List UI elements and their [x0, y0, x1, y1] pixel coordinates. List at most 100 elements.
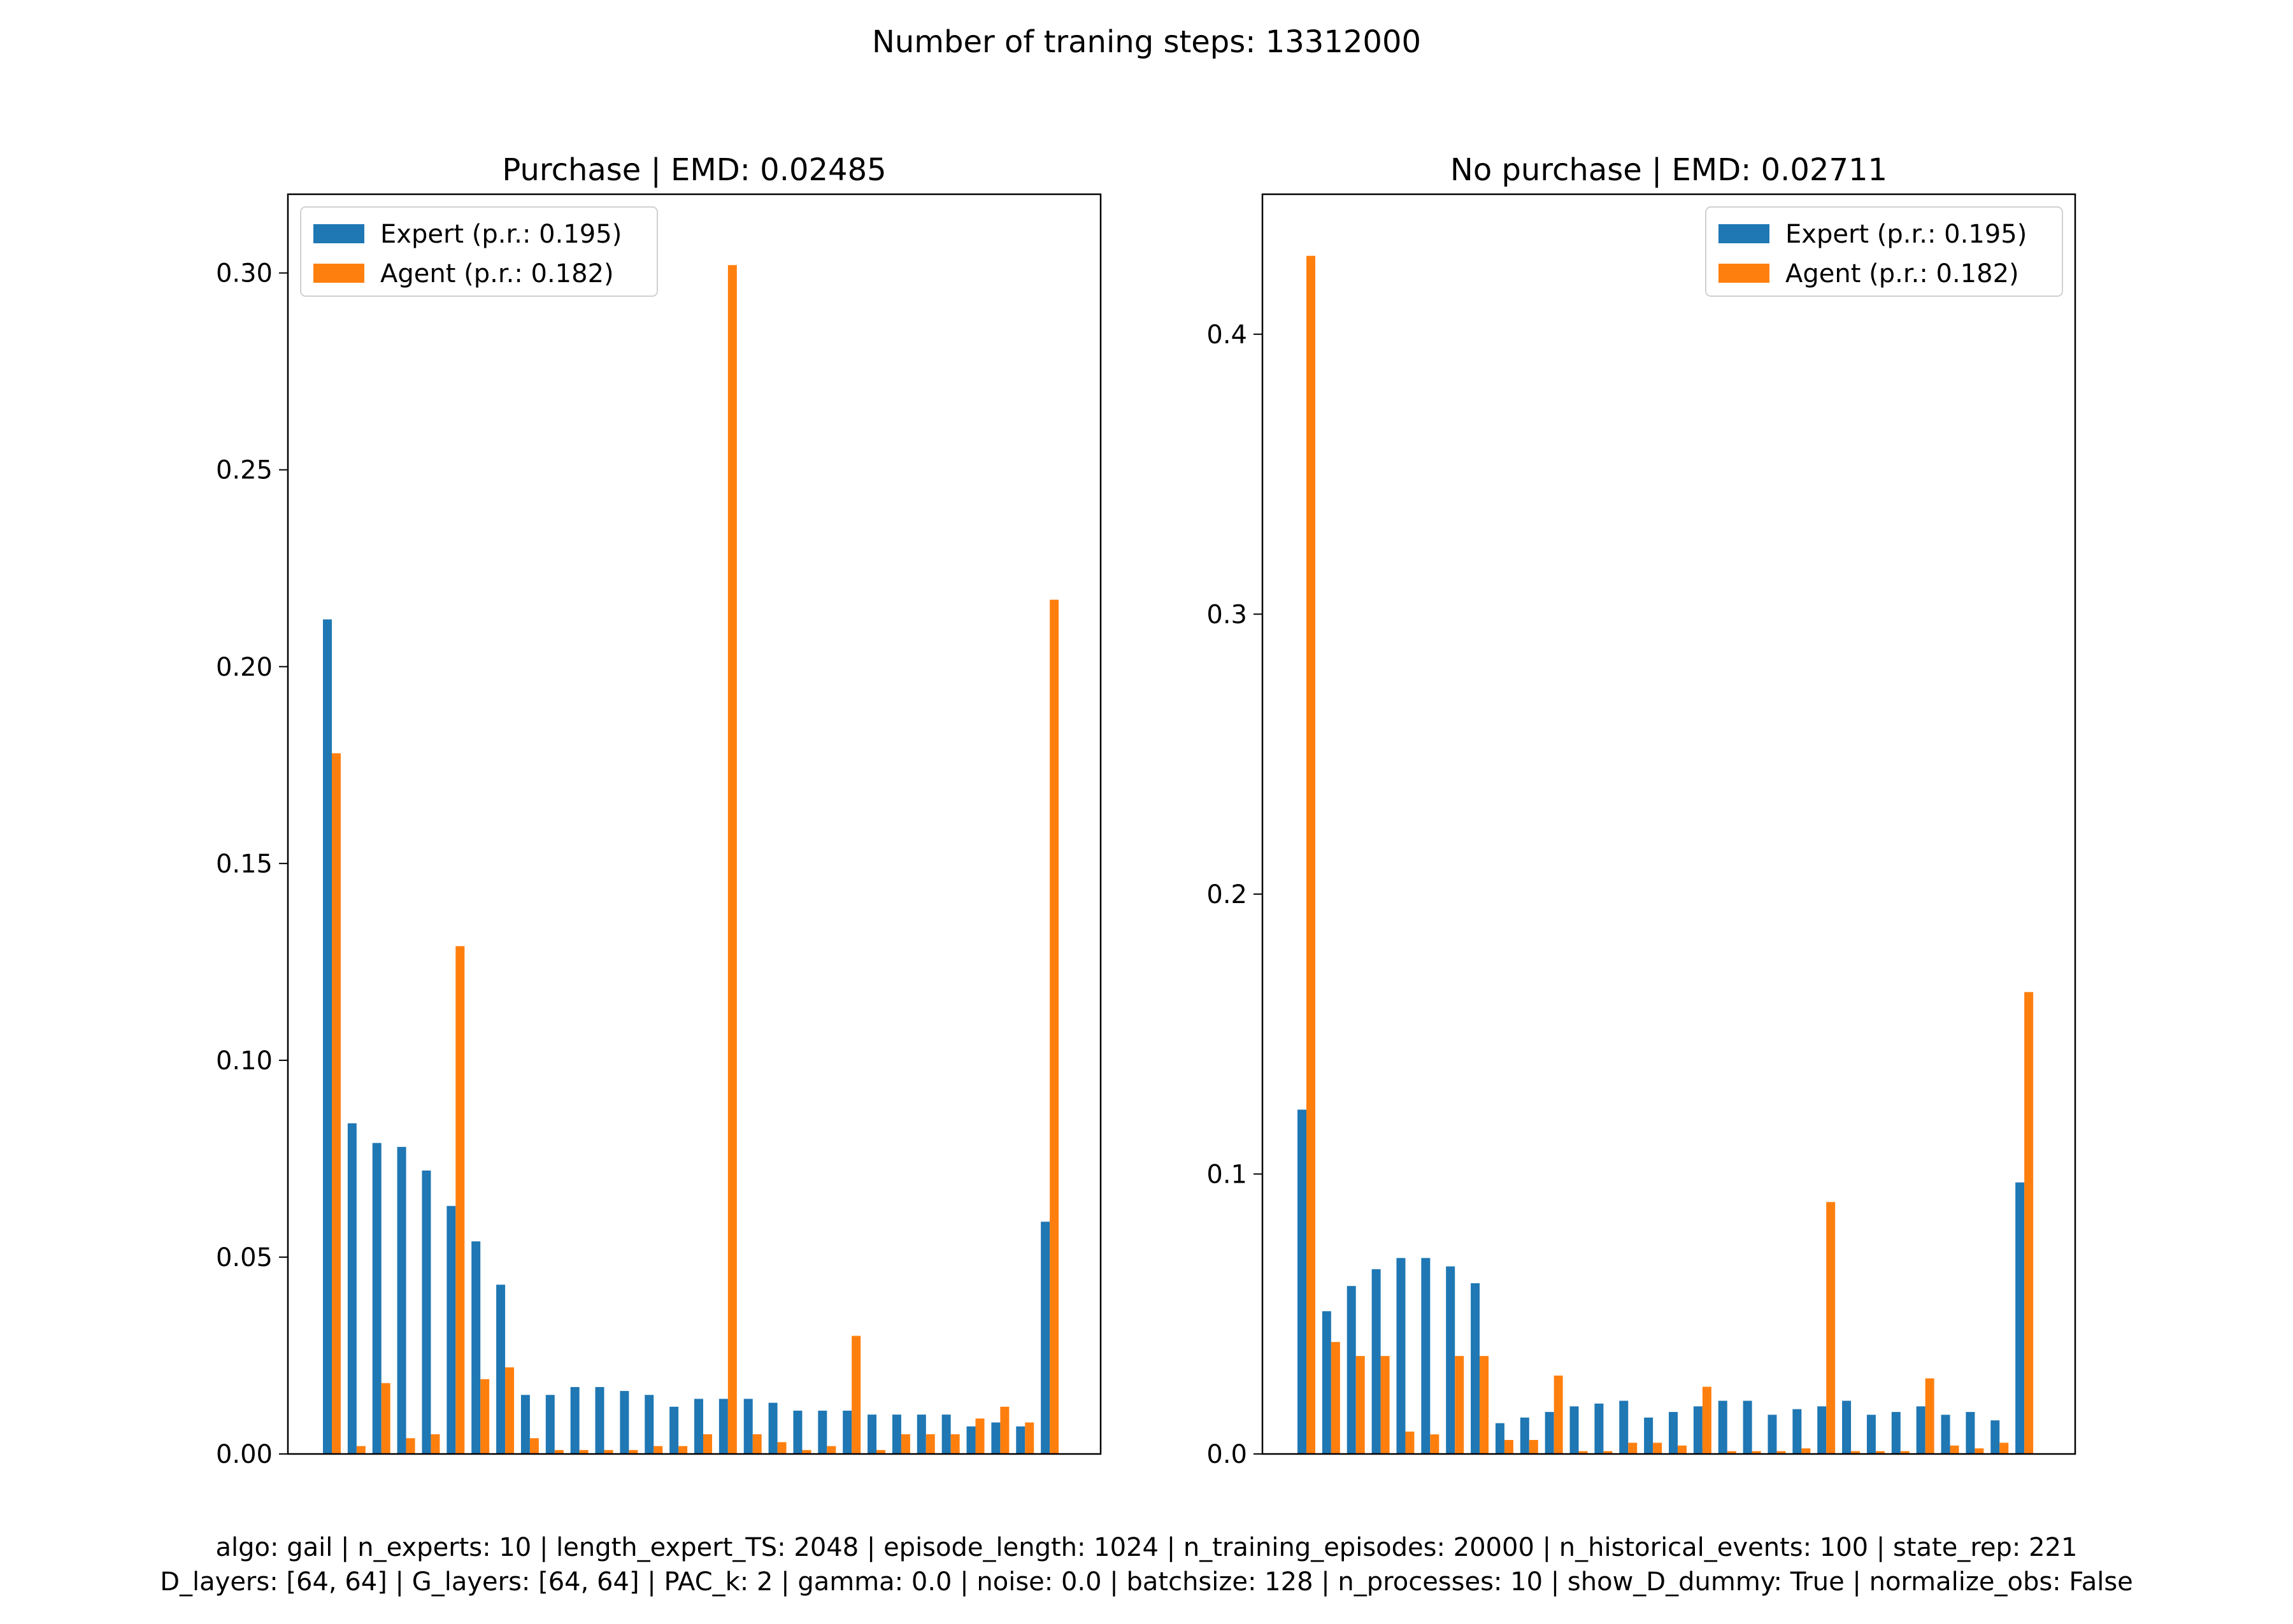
agent-bar — [1851, 1451, 1861, 1454]
y-tick-label: 0.25 — [216, 456, 273, 485]
expert-bar — [620, 1391, 629, 1454]
expert-bar — [471, 1241, 481, 1454]
expert-bar — [1619, 1400, 1629, 1454]
agent-bar — [431, 1434, 440, 1454]
expert-bar — [1594, 1403, 1604, 1454]
agent-bar — [1000, 1406, 1010, 1454]
no-purchase-chart-panel: No purchase | EMD: 0.02711 0.0 0.1 0.2 0.3 0.… — [1206, 152, 2076, 1469]
expert-bar — [1990, 1420, 2000, 1454]
y-tick-label: 0.0 — [1206, 1440, 1247, 1469]
agent-bar — [406, 1438, 415, 1454]
agent-bar — [678, 1446, 688, 1454]
expert-bar — [1743, 1400, 1752, 1454]
agent-bar — [752, 1434, 762, 1454]
expert-bar — [991, 1422, 1001, 1454]
agent-bar — [1702, 1386, 1711, 1454]
expert-bar — [1520, 1417, 1529, 1454]
y-tick-label: 0.20 — [216, 653, 273, 682]
agent-bar — [727, 265, 737, 1455]
axes-frame — [287, 193, 1102, 1455]
agent-bar — [852, 1336, 861, 1454]
expert-bar — [669, 1406, 679, 1454]
expert-bar — [718, 1399, 728, 1454]
expert-bar — [2015, 1182, 2025, 1454]
expert-bar — [1792, 1409, 1802, 1454]
expert-bar — [1842, 1400, 1852, 1454]
agent-bar — [925, 1434, 935, 1454]
figure-suptitle: Number of traning steps: 13312000 — [871, 24, 1422, 60]
agent-legend-label: Agent (p.r.: 0.182) — [380, 259, 614, 288]
expert-bar — [1471, 1283, 1480, 1454]
expert-bar — [1768, 1414, 1777, 1454]
agent-bar — [2024, 992, 2034, 1454]
expert-bar — [1421, 1258, 1431, 1454]
agent-bar — [1529, 1440, 1538, 1454]
no-purchase-chart-title: No purchase | EMD: 0.02711 — [1450, 152, 1887, 188]
expert-bar — [1371, 1269, 1381, 1454]
y-tick-label: 0.3 — [1206, 600, 1247, 629]
agent-bar — [1331, 1342, 1340, 1454]
agent-bar — [1050, 599, 1059, 1455]
agent-bar — [1900, 1451, 1910, 1454]
agent-bar — [1480, 1356, 1489, 1454]
agent-bar — [629, 1449, 638, 1454]
agent-bar — [505, 1367, 515, 1454]
agent-bar — [1380, 1356, 1390, 1454]
y-tick-label: 0.2 — [1206, 880, 1247, 909]
expert-bar — [1941, 1414, 1950, 1454]
agent-bar — [331, 753, 341, 1454]
expert-bar — [892, 1414, 901, 1454]
agent-bar — [1578, 1451, 1588, 1454]
expert-legend-swatch — [313, 224, 364, 243]
agent-bar — [1999, 1442, 2009, 1454]
y-tick-label: 0.30 — [216, 259, 273, 288]
expert-bar — [1669, 1412, 1678, 1454]
agent-bar — [1025, 1422, 1034, 1454]
expert-bar — [1891, 1412, 1901, 1454]
expert-bar — [917, 1414, 926, 1454]
agent-bar — [901, 1434, 910, 1454]
agent-bar — [1306, 255, 1315, 1455]
expert-bar — [1041, 1222, 1050, 1454]
agent-bar — [529, 1438, 539, 1454]
expert-bar — [1016, 1426, 1025, 1454]
expert-bar — [520, 1395, 530, 1454]
expert-bar — [545, 1395, 555, 1454]
purchase-legend: Expert (p.r.: 0.195) Agent (p.r.: 0.182) — [300, 206, 658, 297]
y-tick-label: 0.05 — [216, 1243, 273, 1272]
expert-bar — [843, 1411, 852, 1454]
expert-bar — [1297, 1109, 1306, 1454]
expert-bar — [793, 1411, 803, 1454]
axes-frame — [1261, 193, 2076, 1455]
expert-bar — [1322, 1311, 1331, 1454]
expert-bar — [645, 1395, 654, 1454]
y-tick-label: 0.15 — [216, 850, 273, 879]
agent-legend-label: Agent (p.r.: 0.182) — [1785, 259, 2019, 288]
agent-bar — [950, 1434, 960, 1454]
agent-bar — [1504, 1440, 1513, 1454]
expert-bar — [496, 1285, 506, 1454]
expert-bar — [1916, 1406, 1925, 1454]
agent-bar — [1355, 1356, 1365, 1454]
agent-bar — [1405, 1431, 1415, 1454]
expert-bar — [1396, 1258, 1406, 1454]
expert-bar — [422, 1170, 431, 1454]
agent-bar — [455, 946, 465, 1454]
agent-bar — [480, 1379, 490, 1454]
agent-bar — [1801, 1448, 1811, 1454]
expert-bar — [1966, 1412, 1975, 1454]
agent-bar — [1950, 1445, 1959, 1454]
expert-legend-swatch — [1718, 224, 1769, 243]
y-tick-label: 0.4 — [1206, 320, 1247, 350]
footer-params-line-1: algo: gail | n_experts: 10 | length_expe… — [215, 1533, 2078, 1562]
expert-bar — [595, 1386, 604, 1454]
agent-bar — [579, 1449, 589, 1454]
agent-bar — [356, 1446, 366, 1454]
agent-bar — [975, 1418, 985, 1454]
agent-bar — [777, 1442, 787, 1454]
legend-box — [1705, 206, 2063, 297]
expert-bar — [323, 619, 332, 1455]
agent-legend-swatch — [1718, 264, 1769, 283]
agent-bar — [604, 1449, 613, 1454]
